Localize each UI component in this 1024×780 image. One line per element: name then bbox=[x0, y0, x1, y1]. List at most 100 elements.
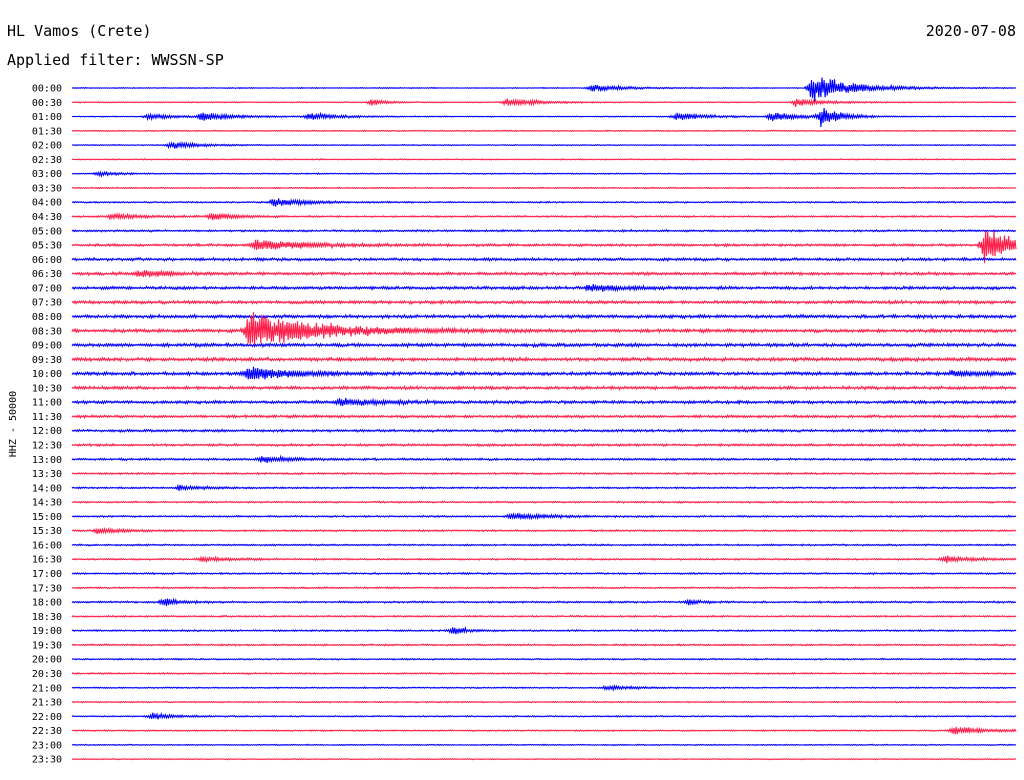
tick-label: 02:00 bbox=[32, 141, 62, 152]
trace-row bbox=[71, 384, 1017, 392]
trace-row bbox=[71, 442, 1017, 448]
tick-label: 23:00 bbox=[32, 740, 62, 751]
tick-label: 09:30 bbox=[32, 355, 62, 366]
trace-row bbox=[71, 657, 1017, 661]
tick-label: 14:00 bbox=[32, 483, 62, 494]
tick-label: 12:30 bbox=[32, 441, 62, 452]
seismogram-traces bbox=[71, 77, 1017, 761]
tick-label: 21:00 bbox=[32, 683, 62, 694]
tick-label: 07:30 bbox=[32, 298, 62, 309]
trace-row bbox=[71, 571, 1017, 576]
trace-row bbox=[71, 211, 1017, 221]
tick-label: 11:00 bbox=[32, 398, 62, 409]
trace-row bbox=[71, 355, 1017, 363]
tick-label: 02:30 bbox=[32, 155, 62, 166]
tick-label: 03:30 bbox=[32, 183, 62, 194]
trace-row bbox=[71, 757, 1017, 761]
trace-row bbox=[71, 471, 1017, 476]
trace-row bbox=[71, 313, 1017, 320]
trace-row bbox=[71, 483, 1017, 492]
tick-label: 20:00 bbox=[32, 655, 62, 666]
trace-row bbox=[71, 341, 1017, 349]
tick-label: 03:00 bbox=[32, 169, 62, 180]
trace-row bbox=[71, 77, 1017, 102]
trace-row bbox=[71, 454, 1017, 464]
tick-label: 11:30 bbox=[32, 412, 62, 423]
time-tick-labels: 00:00 00:30 01:00 01:30 02:00 02:30 03:00 03:30… bbox=[32, 84, 62, 766]
tick-label: 16:30 bbox=[32, 555, 62, 566]
tick-label: 06:00 bbox=[32, 255, 62, 266]
tick-label: 19:30 bbox=[32, 640, 62, 651]
tick-label: 14:30 bbox=[32, 498, 62, 509]
trace-row bbox=[71, 586, 1017, 590]
station-title: HL Vamos (Crete) bbox=[7, 22, 152, 40]
trace-row bbox=[71, 500, 1017, 504]
tick-label: 06:30 bbox=[32, 269, 62, 280]
tick-label: 22:30 bbox=[32, 726, 62, 737]
trace-row bbox=[71, 230, 1017, 264]
tick-label: 10:30 bbox=[32, 383, 62, 394]
trace-row bbox=[71, 625, 1017, 635]
tick-label: 01:30 bbox=[32, 126, 62, 137]
tick-label: 23:30 bbox=[32, 755, 62, 766]
trace-row bbox=[71, 512, 1017, 521]
tick-label: 13:30 bbox=[32, 469, 62, 480]
trace-row bbox=[71, 256, 1017, 263]
trace-row bbox=[71, 671, 1017, 676]
trace-row bbox=[71, 269, 1017, 278]
trace-row bbox=[71, 700, 1017, 704]
trace-row bbox=[71, 170, 1017, 178]
trace-row bbox=[71, 428, 1017, 434]
tick-label: 18:00 bbox=[32, 598, 62, 609]
trace-row bbox=[71, 107, 1017, 128]
tick-label: 22:00 bbox=[32, 712, 62, 723]
tick-label: 13:00 bbox=[32, 455, 62, 466]
tick-label: 08:00 bbox=[32, 312, 62, 323]
tick-label: 00:00 bbox=[32, 84, 62, 95]
tick-label: 07:00 bbox=[32, 283, 62, 294]
tick-label: 15:00 bbox=[32, 512, 62, 523]
trace-row bbox=[71, 614, 1017, 619]
trace-row bbox=[71, 683, 1017, 692]
tick-label: 05:30 bbox=[32, 241, 62, 252]
date-label: 2020-07-08 bbox=[926, 22, 1016, 40]
trace-row bbox=[71, 140, 1017, 150]
trace-row bbox=[71, 643, 1017, 647]
tick-label: 17:00 bbox=[32, 569, 62, 580]
trace-row bbox=[71, 726, 1017, 735]
trace-row bbox=[71, 186, 1017, 190]
tick-label: 10:00 bbox=[32, 369, 62, 380]
trace-row bbox=[71, 555, 1017, 564]
tick-label: 19:00 bbox=[32, 626, 62, 637]
trace-row bbox=[71, 597, 1017, 606]
trace-row bbox=[71, 129, 1017, 133]
trace-row bbox=[71, 228, 1017, 233]
trace-row bbox=[71, 413, 1017, 420]
trace-row bbox=[71, 198, 1017, 207]
tick-label: 08:30 bbox=[32, 326, 62, 337]
filter-label: Applied filter: WWSSN-SP bbox=[7, 51, 224, 69]
trace-row bbox=[71, 312, 1017, 346]
trace-row bbox=[71, 98, 1017, 107]
trace-row bbox=[71, 397, 1017, 407]
tick-label: 12:00 bbox=[32, 426, 62, 437]
tick-label: 09:00 bbox=[32, 341, 62, 352]
trace-row bbox=[71, 543, 1017, 547]
tick-label: 20:30 bbox=[32, 669, 62, 680]
trace-row bbox=[71, 711, 1017, 720]
trace-row bbox=[71, 366, 1017, 380]
trace-row bbox=[71, 283, 1017, 293]
tick-label: 17:30 bbox=[32, 583, 62, 594]
tick-label: 01:00 bbox=[32, 112, 62, 123]
tick-label: 16:00 bbox=[32, 540, 62, 551]
trace-row bbox=[71, 158, 1017, 161]
tick-label: 18:30 bbox=[32, 612, 62, 623]
tick-label: 00:30 bbox=[32, 98, 62, 109]
tick-label: 21:30 bbox=[32, 698, 62, 709]
tick-label: 05:00 bbox=[32, 226, 62, 237]
trace-row bbox=[71, 526, 1017, 535]
tick-label: 04:00 bbox=[32, 198, 62, 209]
tick-label: 04:30 bbox=[32, 212, 62, 223]
tick-label: 15:30 bbox=[32, 526, 62, 537]
